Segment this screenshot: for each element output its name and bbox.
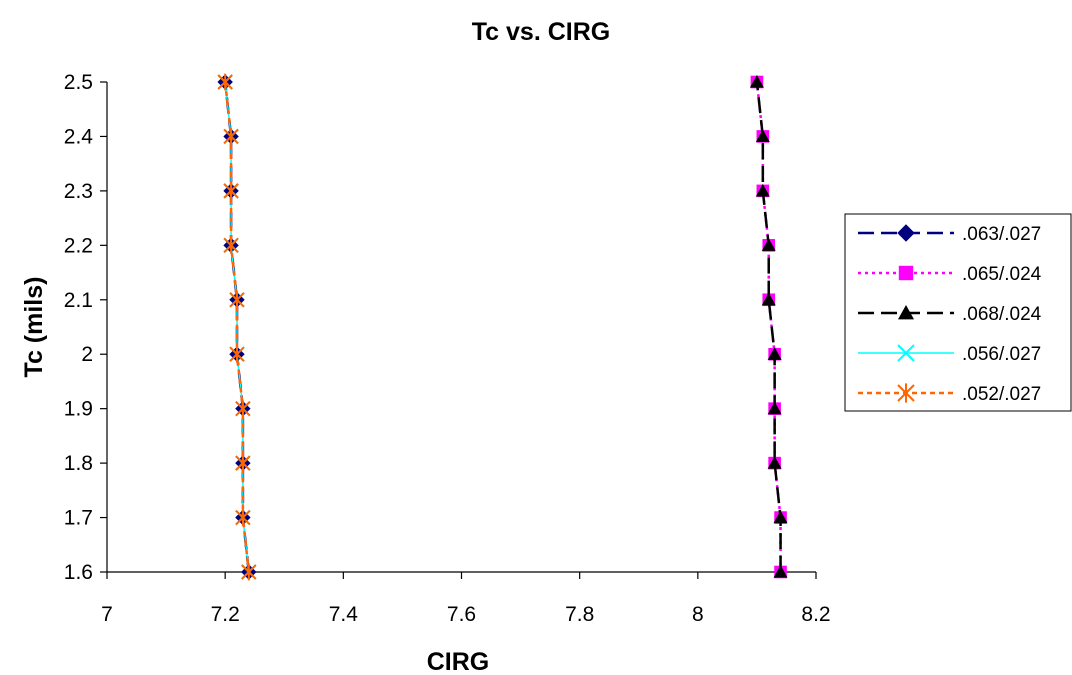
y-tick-label: 2 [81,343,93,366]
data-point [217,73,233,91]
legend-label: .063/.027 [962,224,1041,245]
x-tick-label: 7.8 [565,603,594,626]
legend-label: .056/.027 [962,344,1041,365]
legend-item: .056/.027 [858,344,1041,365]
legend-item: .068/.024 [858,304,1042,325]
legend-item: .063/.027 [858,224,1041,245]
y-tick-label: 1.8 [64,452,93,475]
series-line [755,81,782,572]
data-point [749,75,764,88]
y-tick-label: 2.4 [64,125,94,148]
data-point [235,509,251,526]
data-point [767,347,782,360]
y-tick-label: 1.7 [64,507,93,530]
legend-item: .052/.027 [858,383,1041,405]
data-point [773,565,788,578]
data-point [241,563,257,581]
y-tick-label: 2.5 [64,71,93,94]
y-tick-label: 2.3 [64,180,93,203]
data-point [755,183,770,197]
plot-area: 7 7.2 7.4 7.6 7.8 8 8.2 1.6 1.7 1.8 1.9 2 2.1 2.2 2.3 2… [64,71,831,626]
x-axis-title: CIRG [427,648,490,675]
x-tick-label: 8.2 [801,603,830,626]
legend: .063/.027 .065/.024 .068/.024 .056/.027 .052… [844,213,1072,412]
data-point [761,238,776,251]
legend-marker [898,265,914,281]
y-tick-label: 2.1 [64,289,93,312]
y-tick-label: 2.2 [64,234,93,257]
legend-marker [897,224,915,242]
data-point [773,510,788,524]
series-5 [217,73,257,581]
x-tick-label: 8 [692,603,704,626]
x-tick-label: 7.6 [447,603,476,626]
x-tick-label: 7 [101,603,113,626]
legend-item: .065/.024 [858,264,1042,285]
legend-label: .065/.024 [962,264,1042,285]
y-tick-label: 1.6 [64,561,93,584]
legend-label: .052/.027 [962,384,1041,405]
data-point [229,345,245,363]
legend-marker [897,383,915,403]
data-point [223,128,239,145]
data-point [229,291,245,309]
y-axis-title: Tc (mils) [20,277,48,378]
data-point [223,182,239,200]
chart-title: Tc vs. CIRG [472,18,610,46]
y-tick-label: 1.9 [64,398,93,421]
data-point [761,292,776,306]
data-point [235,454,251,472]
legend-marker [898,305,914,320]
data-point [767,401,782,415]
data-point [223,236,239,254]
series-line [223,81,251,573]
data-point [755,129,770,143]
data-point [235,400,251,418]
series-3 [749,75,788,578]
x-tick-label: 7.2 [211,603,240,626]
x-tick-label: 7.4 [329,603,359,626]
data-point [767,456,782,469]
legend-marker [897,344,915,362]
legend-label: .068/.024 [962,304,1042,325]
series-line [755,81,782,572]
series-2 [750,75,787,579]
